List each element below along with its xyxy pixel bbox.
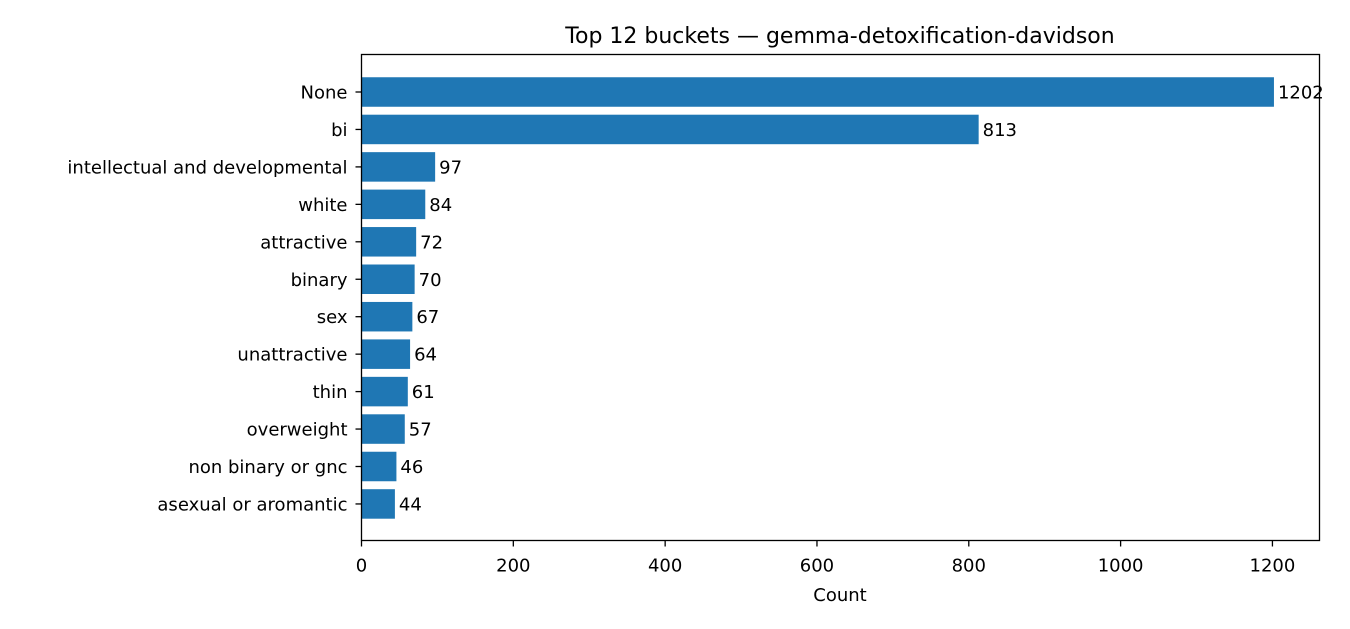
x-tick-label: 400 [648,556,682,577]
x-tick-label: 1000 [1098,556,1144,577]
category-label: white [298,195,347,216]
value-label: 61 [412,382,435,403]
value-label: 64 [414,345,437,366]
category-labels: None bi intellectual and developmental whit… [67,83,362,515]
value-label: 813 [983,120,1017,141]
bar [361,227,417,257]
category-label: asexual or aromantic [157,494,347,515]
category-label: non binary or gnc [188,457,347,478]
bar [361,77,1274,107]
bar [361,489,395,519]
plot-frame [360,53,1321,542]
x-tick-label: 1200 [1250,556,1296,577]
bar [361,301,413,332]
bar [361,114,979,145]
x-axis-ticks: 0 200 400 600 800 1000 1200 [356,540,1296,577]
bar [361,451,397,482]
value-labels: 1202 813 97 84 72 70 67 64 61 57 46 44 [399,83,1324,516]
category-label: bi [331,120,347,141]
value-label: 72 [420,232,443,253]
value-label: 44 [399,494,422,515]
bar [361,264,415,294]
value-label: 84 [429,195,452,216]
category-label: attractive [260,232,347,253]
bar [361,376,408,407]
value-label: 57 [409,420,432,441]
value-label: 67 [416,307,439,328]
x-axis-label: Count [813,585,866,606]
bar [361,414,405,444]
value-label: 70 [419,270,442,291]
x-tick-label: 800 [952,556,986,577]
category-label: intellectual and developmental [67,157,347,178]
bar [361,152,436,182]
category-label: sex [317,307,348,328]
value-label: 1202 [1278,83,1324,104]
bars-layer [361,77,1274,519]
value-label: 97 [439,157,462,178]
category-label: binary [291,270,348,291]
x-tick-label: 200 [496,556,530,577]
bar [361,339,411,369]
category-label: overweight [247,420,348,441]
category-label: unattractive [237,345,347,366]
category-label: None [301,83,348,104]
category-label: thin [313,382,348,403]
chart-title: Top 12 buckets — gemma-detoxification-da… [564,24,1114,49]
bar [361,189,426,220]
x-tick-label: 600 [800,556,834,577]
value-label: 46 [400,457,423,478]
x-tick-label: 0 [356,556,367,577]
